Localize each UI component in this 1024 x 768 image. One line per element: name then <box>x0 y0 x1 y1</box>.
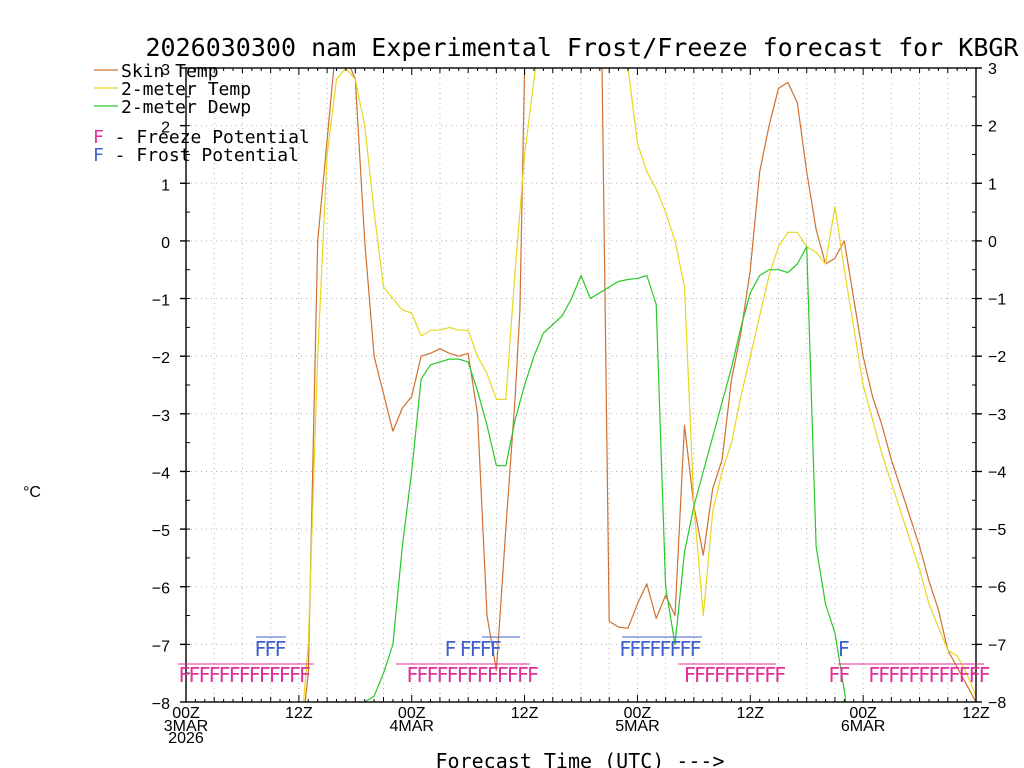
freeze-mark: FF <box>828 663 849 687</box>
y-tick-label-left: 1 <box>161 177 170 194</box>
y-tick-label-left: −6 <box>152 581 170 598</box>
y-tick-label-left: −1 <box>152 293 170 310</box>
y-tick-label-right: 0 <box>988 234 997 251</box>
series-layer <box>302 68 976 702</box>
y-tick-label-right: −7 <box>988 637 1006 654</box>
x-tick-label: 00Z <box>624 705 652 722</box>
y-tick-label-left: −8 <box>152 696 170 713</box>
y-tick-label-right: −5 <box>988 522 1006 539</box>
y-tick-label-left: −7 <box>152 638 170 655</box>
frost-mark: F <box>838 637 849 661</box>
legend-note: F - Freeze Potential <box>93 127 310 148</box>
y-tick-label-right: −4 <box>988 464 1006 481</box>
y-tick-label-right: −3 <box>988 407 1006 424</box>
legend-note: F - Frost Potential <box>93 145 299 166</box>
series-line-2-meter-dewp <box>364 246 847 702</box>
x-tick-sublabel: 6MAR <box>841 718 885 735</box>
y-tick-label-left: −2 <box>152 350 170 367</box>
x-tick-sublabel: 4MAR <box>389 718 433 735</box>
frost-mark: F <box>444 637 455 661</box>
legend-note-letter: F <box>93 127 104 148</box>
y-tick-label-right: −8 <box>988 695 1006 712</box>
series-line-skin-temp <box>304 68 976 702</box>
y-tick-label-left: 2 <box>161 120 170 137</box>
legend-note-letter: F <box>93 145 104 166</box>
chart-title: 2026030300 nam Experimental Frost/Freeze… <box>146 33 1020 62</box>
x-tick-sublabel: 5MAR <box>615 718 659 735</box>
series-line-2-meter-temp <box>302 68 976 702</box>
x-tick-label: 12Z <box>285 705 313 722</box>
y-axis-label: °C <box>23 484 41 501</box>
legend-label: Skin Temp <box>121 61 219 82</box>
y-tick-label-right: 2 <box>988 119 997 136</box>
legend-label: 2-meter Dewp <box>121 97 251 118</box>
y-tick-label-left: −3 <box>152 408 170 425</box>
x-tick-label: 00Z <box>398 705 426 722</box>
freeze-mark: FFFFFFFFFFFFF <box>406 663 537 687</box>
y-tick-label-right: −6 <box>988 580 1006 597</box>
freeze-mark: FFFFFFFFFF <box>684 663 785 687</box>
x-axis-label: Forecast Time (UTC) ---> <box>436 749 725 768</box>
frost-mark: FFFFFFFF <box>619 637 700 661</box>
x-tick-label: 12Z <box>736 705 764 722</box>
frost-mark: FFF <box>254 637 285 661</box>
frost-mark: FFFF <box>460 637 501 661</box>
grid-lines <box>186 68 976 702</box>
y-tick-label-right: −2 <box>988 349 1006 366</box>
legend-label: 2-meter Temp <box>121 79 251 100</box>
legend-note-text: - Frost Potential <box>104 145 299 166</box>
y-tick-label-left: 0 <box>161 235 170 252</box>
freeze-mark: FFFFFFFFFFFFF <box>178 663 309 687</box>
y-axis-ticks: −8 −8 −7 −7 −6 −6 −5 −5 −4 −4 −3 −3 −2 −2 −1 −1 0 0 1 1 2 2 3 3 <box>152 61 1007 713</box>
y-tick-label-left: 3 <box>161 62 170 79</box>
y-tick-label-left: −4 <box>152 465 170 482</box>
x-tick-label: 00Z <box>172 705 200 722</box>
x-tick-label: 12Z <box>962 705 990 722</box>
y-tick-label-left: −5 <box>152 523 170 540</box>
x-tick-label: 12Z <box>511 705 539 722</box>
y-tick-label-right: −1 <box>988 292 1006 309</box>
freeze-mark: FFFFFFFFFFFF <box>868 663 989 687</box>
x-tick-sublabel: 3MAR <box>164 718 208 735</box>
y-tick-label-right: 1 <box>988 176 997 193</box>
legend-note-text: - Freeze Potential <box>104 127 310 148</box>
y-tick-label-right: 3 <box>988 61 997 78</box>
x-tick-sublabel: 2026 <box>168 730 204 747</box>
x-tick-label: 00Z <box>849 705 877 722</box>
